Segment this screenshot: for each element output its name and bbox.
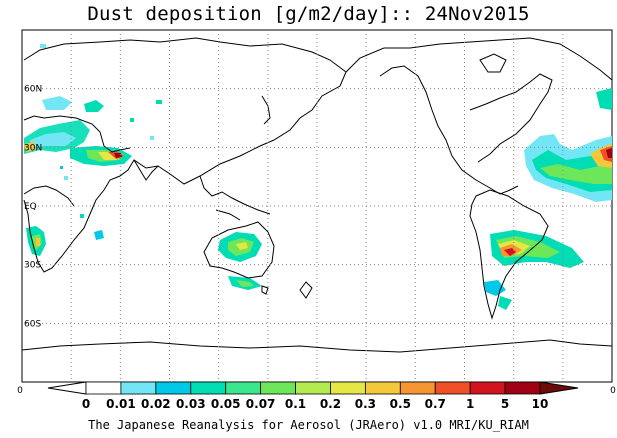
map-title: Dust deposition [g/m2/day]:: 24Nov2015 bbox=[87, 3, 530, 25]
colorbar-tick-label: 0.01 bbox=[106, 397, 136, 411]
colorbar-swatch bbox=[504, 381, 541, 395]
coastlines bbox=[21, 37, 613, 353]
colorbar-tick-label: 0.2 bbox=[320, 397, 341, 411]
colorbar-tick-label: 0 bbox=[82, 397, 90, 411]
colorbar-tick-label: 0.03 bbox=[176, 397, 206, 411]
colorbar-swatch bbox=[399, 381, 436, 395]
edge-label-right: 0 bbox=[610, 386, 616, 396]
colorbar-tick-label: 10 bbox=[532, 397, 549, 411]
colorbar bbox=[47, 381, 579, 395]
dust-atlantic-plume bbox=[524, 88, 612, 202]
colorbar-tick-label: 5 bbox=[501, 397, 509, 411]
colorbar-swatch bbox=[85, 381, 122, 395]
colorbar-tick-label: 0.02 bbox=[141, 397, 171, 411]
colorbar-swatch bbox=[364, 381, 401, 395]
colorbar-tick-label: 0.05 bbox=[211, 397, 241, 411]
dust-specks bbox=[40, 44, 162, 218]
colorbar-tick-label: 0.07 bbox=[246, 397, 276, 411]
dust-south-africa bbox=[26, 226, 104, 256]
colorbar-swatch bbox=[225, 381, 262, 395]
colorbar-arrow-low bbox=[47, 381, 87, 395]
colorbar-arrow-high bbox=[539, 381, 579, 395]
colorbar-tick-label: 0.5 bbox=[390, 397, 411, 411]
colorbar-swatch bbox=[434, 381, 471, 395]
latitude-label: 60S bbox=[24, 319, 41, 329]
colorbar-swatch bbox=[260, 381, 296, 395]
colorbar-tick-label: 1 bbox=[466, 397, 474, 411]
latitude-label: EQ bbox=[24, 202, 37, 212]
credit-line: The Japanese Reanalysis for Aerosol (JRA… bbox=[88, 418, 529, 432]
colorbar-swatch bbox=[120, 381, 157, 395]
colorbar-swatch bbox=[155, 381, 192, 395]
colorbar-tick-label: 0.3 bbox=[355, 397, 376, 411]
dust-australia bbox=[218, 232, 262, 290]
colorbar-swatch bbox=[295, 381, 331, 395]
colorbar-swatch bbox=[330, 381, 366, 395]
latitude-label: 60N bbox=[24, 85, 42, 95]
colorbar-swatch bbox=[469, 381, 506, 395]
colorbar-tick-label: 0.7 bbox=[425, 397, 446, 411]
colorbar-tick-label: 0.1 bbox=[285, 397, 306, 411]
latitude-label: 30N bbox=[24, 143, 42, 153]
edge-label-left: 0 bbox=[17, 386, 23, 396]
map-gridlines bbox=[22, 30, 612, 382]
colorbar-labels: 0 0.01 0.02 0.03 0.05 0.07 0.1 0.2 0.3 0.5 0.7 1 5 10 bbox=[82, 397, 549, 411]
colorbar-swatch bbox=[190, 381, 227, 395]
latitude-label: 30S bbox=[24, 261, 41, 271]
latitude-labels: 60N 30N EQ 30S 60S bbox=[24, 85, 42, 330]
dust-shading-layer bbox=[24, 44, 612, 310]
